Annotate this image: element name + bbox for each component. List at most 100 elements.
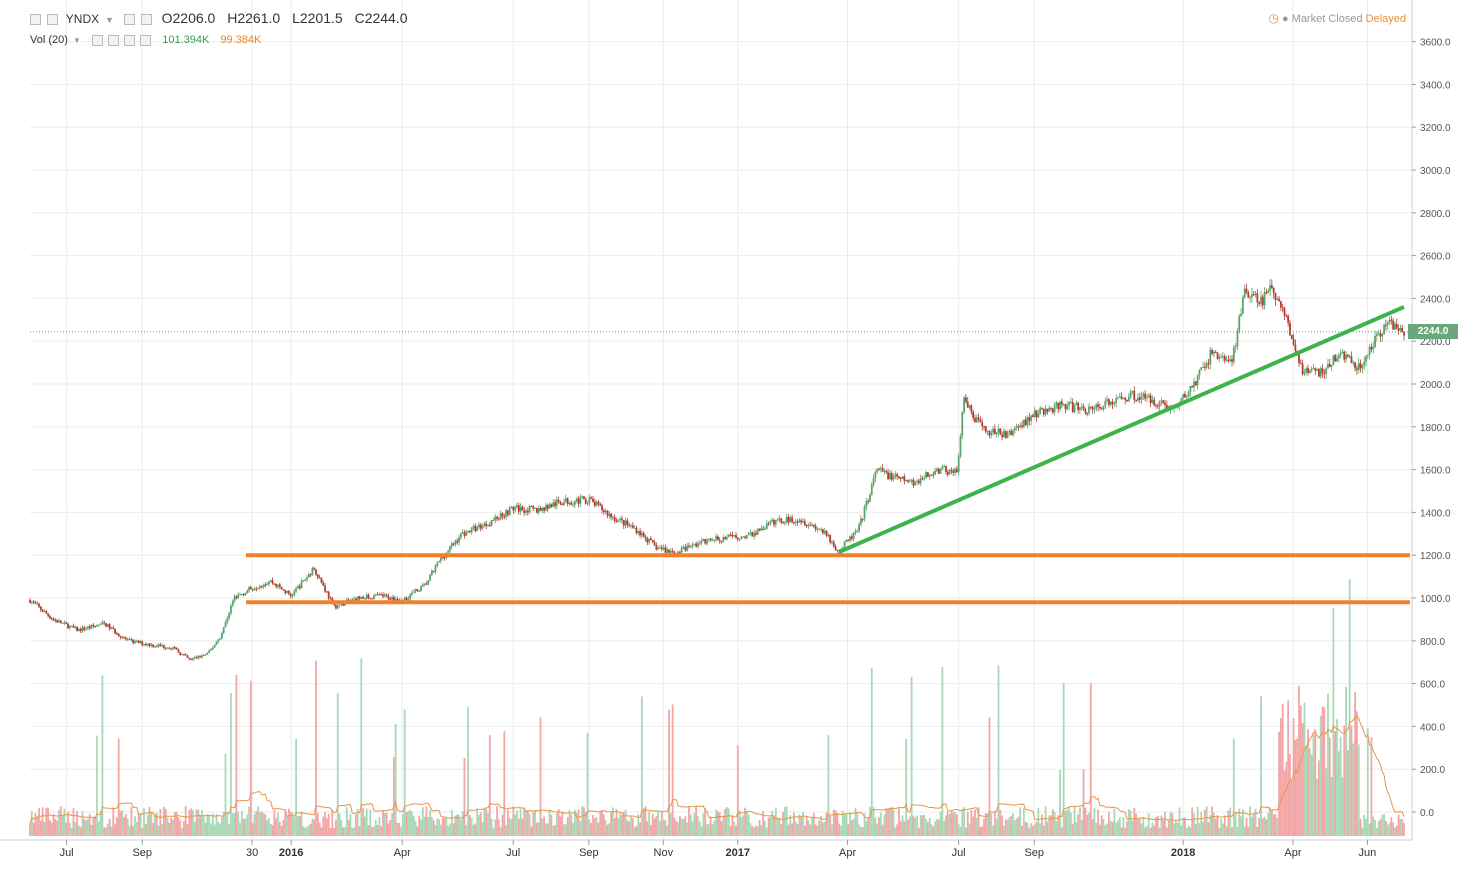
candle-body: [1359, 363, 1362, 369]
volume-bar: [671, 704, 674, 836]
add-icon[interactable]: [124, 34, 136, 46]
candle-body: [1305, 368, 1308, 373]
candle-body: [1019, 425, 1022, 427]
candle-body: [311, 568, 314, 576]
candle-body: [869, 494, 871, 502]
candle-body: [293, 591, 296, 596]
volume-bar: [794, 821, 797, 836]
symbol-icon[interactable]: [46, 13, 58, 25]
time-axis[interactable]: Jul Sep 30 2016 Apr Jul Sep Nov 2017 Apr Jul Sep 201…: [0, 839, 1412, 859]
volume-bar: [771, 810, 774, 836]
candle-body: [852, 532, 855, 539]
volume-bar: [1209, 815, 1212, 836]
settings-icon[interactable]: [108, 34, 120, 46]
candle-body: [546, 505, 549, 509]
volume-bar: [275, 818, 278, 836]
drawn-lines[interactable]: [30, 305, 1412, 605]
volume-bar: [1225, 826, 1228, 836]
candle-body: [780, 518, 783, 523]
volume-bar: [1173, 823, 1175, 836]
candle-body: [1345, 354, 1347, 360]
volume-bar: [1146, 825, 1148, 836]
volume-bar: [606, 824, 609, 836]
candle-body: [925, 472, 927, 479]
candle-body: [865, 501, 868, 507]
volume-bar: [1298, 686, 1300, 836]
volume-bar: [610, 812, 612, 836]
volume-bar: [329, 827, 332, 836]
volume-bar: [1059, 769, 1061, 836]
settings-icon[interactable]: [140, 13, 152, 25]
volume-bar: [152, 823, 154, 836]
candle-body: [327, 591, 330, 599]
eye-icon[interactable]: [123, 13, 135, 25]
candle-body: [255, 588, 258, 590]
candle-body: [354, 598, 357, 602]
candle-body: [1218, 357, 1221, 359]
candle-body: [1057, 402, 1060, 410]
volume-bar: [1158, 827, 1161, 836]
candle-body: [809, 525, 812, 527]
volume-bar: [163, 806, 165, 836]
close-icon[interactable]: [140, 34, 152, 46]
candle-body: [302, 580, 305, 582]
candle-body: [1086, 413, 1089, 415]
clock-icon[interactable]: ◷: [1268, 11, 1279, 25]
volume-bar: [936, 819, 938, 836]
volume-bar: [405, 812, 408, 836]
volume-bar: [32, 822, 35, 836]
volume-bar: [409, 809, 412, 836]
candle-body: [416, 589, 419, 591]
trend-line: [838, 305, 1405, 554]
eye-icon[interactable]: [91, 34, 103, 46]
collapse-icon[interactable]: [30, 13, 41, 25]
volume-bar: [1088, 812, 1090, 836]
volume-bar: [673, 817, 676, 836]
volume-bar: [255, 811, 258, 836]
candle-body: [134, 640, 136, 643]
candle-body: [870, 484, 873, 495]
volume-bar: [727, 808, 730, 836]
candle-body: [434, 565, 437, 572]
volume-bar: [392, 756, 395, 836]
candle-body: [992, 428, 994, 433]
candle-body: [49, 615, 51, 619]
volume-bar: [411, 811, 413, 836]
volume-bar: [823, 821, 826, 836]
candle-body: [1070, 401, 1072, 403]
candle-body: [1386, 322, 1389, 326]
volume-bar: [1296, 738, 1299, 836]
volume-bar: [733, 822, 736, 836]
candle-body: [1222, 356, 1224, 358]
chevron-down-icon[interactable]: ▼: [105, 15, 114, 25]
volume-bar: [175, 812, 178, 836]
volume-bar: [1314, 729, 1317, 836]
volume-bar: [383, 812, 386, 836]
volume-bar: [740, 817, 743, 836]
volume-bar: [1388, 823, 1391, 836]
volume-bar: [612, 807, 614, 836]
chevron-down-icon[interactable]: ▼: [72, 36, 81, 45]
volume-bar: [371, 826, 374, 836]
volume-bar: [1133, 807, 1136, 836]
candle-body: [1044, 408, 1047, 415]
volume-bar: [588, 819, 591, 836]
candle-body: [280, 586, 283, 590]
volume-indicator-name[interactable]: Vol (20): [30, 34, 68, 46]
volume-bar: [1312, 734, 1315, 836]
symbol-name[interactable]: YNDX: [65, 12, 100, 26]
candle-body: [1377, 333, 1380, 335]
volume-bar: [903, 821, 906, 836]
candle-body: [394, 599, 397, 602]
price-axis[interactable]: 3600.03400.03200.03000.02800.02600.02400…: [1411, 0, 1451, 840]
volume-bar: [1082, 769, 1085, 836]
volume-bar: [1319, 715, 1322, 836]
volume-bar: [722, 815, 725, 836]
volume-bar: [470, 818, 473, 836]
candle-body: [478, 524, 480, 528]
volume-bar: [783, 806, 786, 836]
volume-bar: [735, 825, 737, 836]
volume-bar: [878, 817, 880, 836]
candle-body: [628, 524, 631, 526]
